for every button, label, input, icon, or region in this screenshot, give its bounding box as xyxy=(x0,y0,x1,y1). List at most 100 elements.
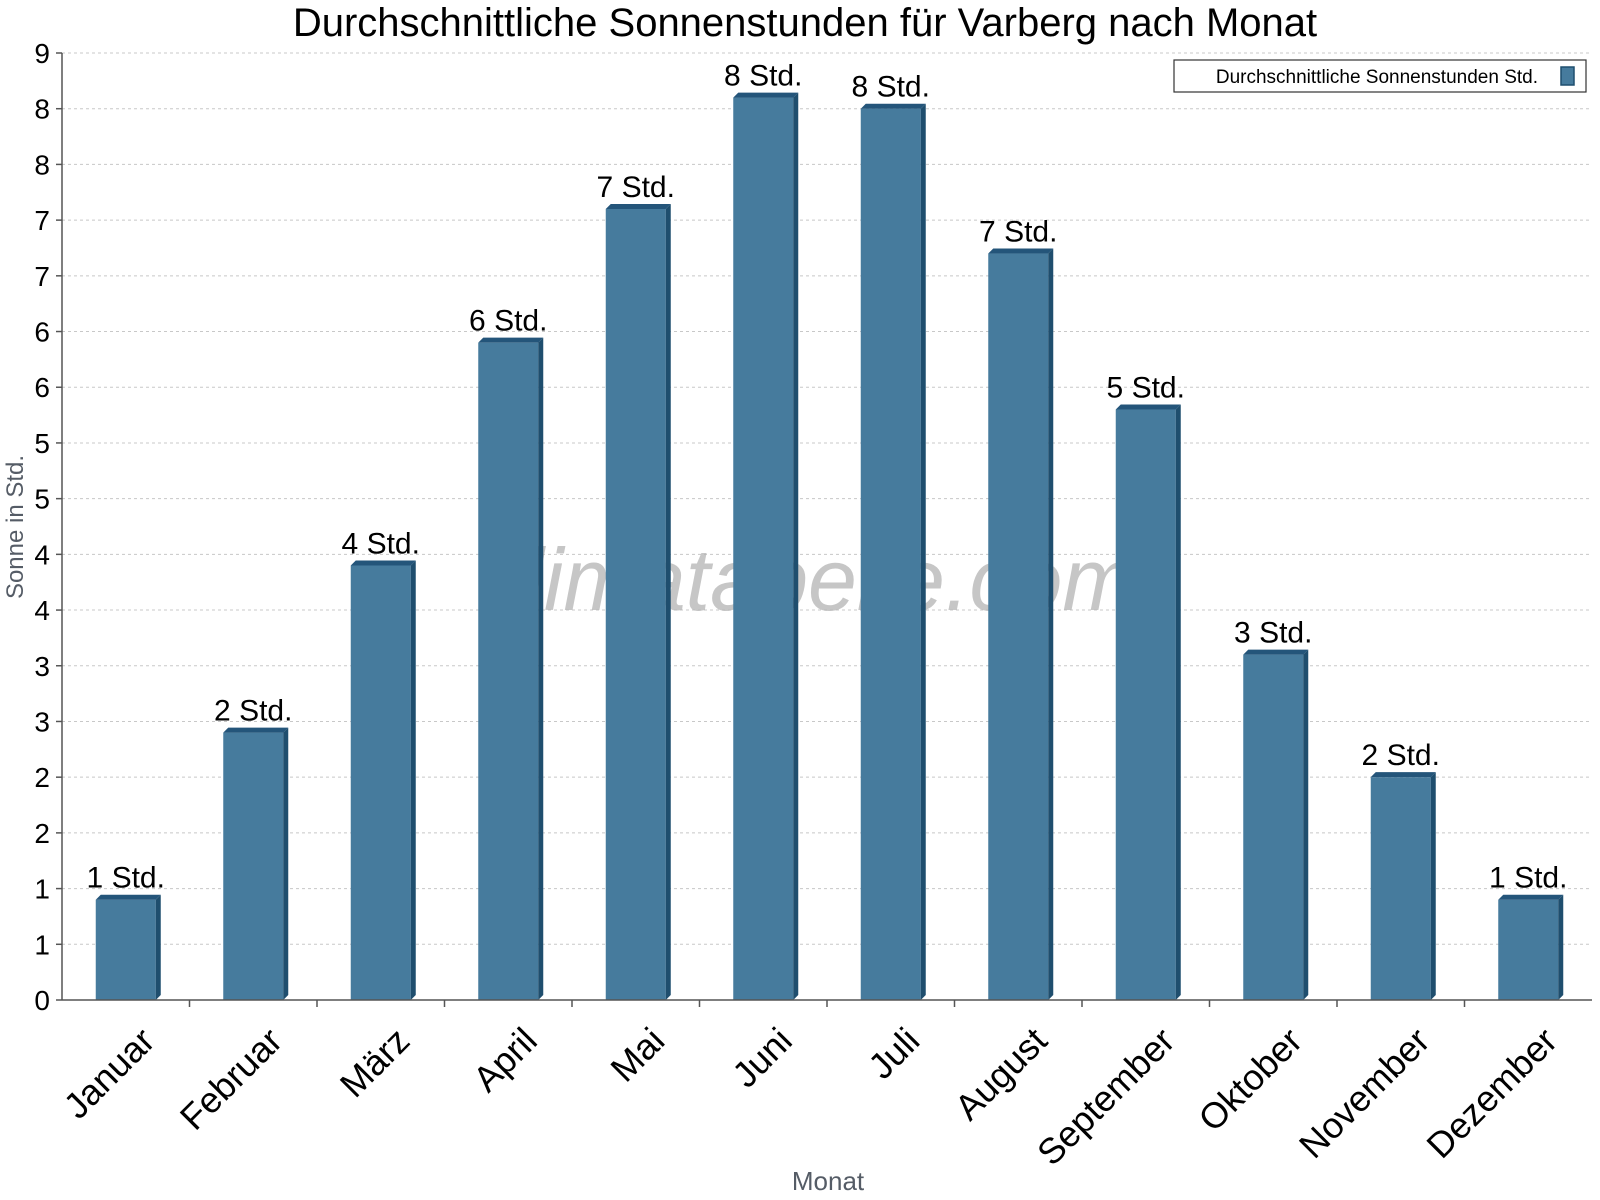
bar-2 xyxy=(223,727,289,1000)
data-label: 6 Std. xyxy=(469,305,547,338)
bar-side xyxy=(665,203,671,1001)
bar-top xyxy=(1370,772,1436,778)
bar-face xyxy=(988,253,1049,1000)
y-tick-label: 4 xyxy=(34,539,50,570)
y-tick-label: 5 xyxy=(34,428,50,459)
bar-face xyxy=(605,208,666,1001)
bar-top xyxy=(350,560,416,566)
bar-side xyxy=(538,337,544,1000)
data-label: 4 Std. xyxy=(342,527,420,560)
bar-top xyxy=(1115,404,1181,410)
chart-title: Durchschnittliche Sonnenstunden für Varb… xyxy=(293,1,1317,45)
y-tick-label: 2 xyxy=(34,762,50,793)
bar-side xyxy=(920,103,926,1001)
y-axis-title: Sonne in Std. xyxy=(2,455,29,599)
bar-face xyxy=(1115,409,1176,1000)
data-label: 1 Std. xyxy=(1489,862,1567,895)
y-tick-label: 2 xyxy=(34,818,50,849)
x-tick-label: Juni xyxy=(724,1020,800,1096)
y-tick-label: 4 xyxy=(34,595,50,626)
bar-face xyxy=(478,342,539,1000)
bar-top xyxy=(1243,649,1309,655)
bar-9 xyxy=(1115,404,1181,1000)
y-tick-label: 9 xyxy=(34,38,50,69)
x-tick-label: August xyxy=(947,1020,1055,1128)
bar-6 xyxy=(733,92,799,1001)
data-label: 8 Std. xyxy=(852,71,930,104)
data-label: 3 Std. xyxy=(1234,617,1312,650)
bar-top xyxy=(95,894,161,900)
y-tick-label: 3 xyxy=(34,651,50,682)
x-axis-title: Monat xyxy=(792,1166,865,1196)
bar-8 xyxy=(988,248,1054,1000)
bar-side xyxy=(410,560,416,1000)
bar-4 xyxy=(478,337,544,1000)
y-tick-label: 0 xyxy=(34,985,50,1016)
x-tick-label: Januar xyxy=(56,1020,163,1127)
x-tick-label: Juli xyxy=(860,1020,927,1087)
bar-top xyxy=(1498,894,1564,900)
grid-lines xyxy=(62,52,1592,945)
bar-top xyxy=(860,103,926,109)
bar-side xyxy=(283,727,289,1000)
legend-swatch xyxy=(1560,66,1575,86)
bar-side xyxy=(1430,772,1436,1000)
bar-1 xyxy=(95,894,161,1000)
data-label: 7 Std. xyxy=(979,216,1057,249)
y-axis-ticks: 0 1 1 2 2 3 3 4 4 5 5 6 6 7 7 8 8 9 xyxy=(34,38,62,1016)
bar-face xyxy=(95,899,156,1000)
data-label: 8 Std. xyxy=(724,60,802,93)
x-tick-label: November xyxy=(1291,1020,1437,1166)
legend-entry-label: Durchschnittliche Sonnenstunden Std. xyxy=(1216,67,1538,88)
bar-5 xyxy=(605,203,671,1001)
bar-side xyxy=(1048,248,1054,1000)
y-tick-label: 7 xyxy=(34,205,50,236)
data-label: 1 Std. xyxy=(87,862,165,895)
y-tick-label: 7 xyxy=(34,261,50,292)
bar-side xyxy=(155,894,161,1000)
x-axis-ticks: Januar Februar März April Mai Juni Juli AugustS… xyxy=(56,1000,1565,1173)
bar-side xyxy=(1303,649,1309,1000)
x-tick-label: September xyxy=(1029,1020,1183,1174)
x-tick-label: Februar xyxy=(172,1020,290,1138)
legend-box xyxy=(1173,59,1587,93)
x-tick-label: Oktober xyxy=(1190,1020,1310,1140)
y-tick-label: 6 xyxy=(34,372,50,403)
bar-face xyxy=(223,732,284,1000)
bar-11 xyxy=(1370,772,1436,1000)
y-tick-label: 5 xyxy=(34,484,50,515)
bar-face xyxy=(1370,777,1431,1000)
y-tick-label: 1 xyxy=(34,929,50,960)
x-tick-label: April xyxy=(465,1020,545,1100)
legend: Durchschnittliche Sonnenstunden Std. xyxy=(1173,59,1587,93)
bar-top xyxy=(478,337,544,343)
data-labels: 1 Std. 2 Std. 4 Std. 6 Std. 7 Std. 8 Std. 8 St… xyxy=(87,60,1568,895)
data-label: 5 Std. xyxy=(1107,372,1185,405)
bar-top xyxy=(605,203,671,209)
x-tick-label: Mai xyxy=(602,1020,672,1090)
bar-side xyxy=(1558,894,1564,1000)
bar-face xyxy=(350,565,411,1000)
x-tick-label: Dezember xyxy=(1418,1020,1564,1166)
data-label: 2 Std. xyxy=(1362,739,1440,772)
bar-10 xyxy=(1243,649,1309,1000)
y-tick-label: 1 xyxy=(34,874,50,905)
bar-12 xyxy=(1498,894,1564,1000)
bar-3 xyxy=(350,560,416,1000)
bar-7 xyxy=(860,103,926,1001)
bars xyxy=(95,92,1564,1001)
bar-face xyxy=(733,97,794,1001)
bar-face xyxy=(1498,899,1559,1000)
bar-face xyxy=(860,108,921,1001)
x-tick-label: März xyxy=(332,1020,418,1106)
data-label: 2 Std. xyxy=(214,695,292,728)
bar-side xyxy=(1175,404,1181,1000)
bar-top xyxy=(733,92,799,98)
data-label: 7 Std. xyxy=(597,171,675,204)
bar-top xyxy=(223,727,289,733)
bar-top xyxy=(988,248,1054,254)
bar-face xyxy=(1243,654,1304,1000)
y-tick-label: 8 xyxy=(34,94,50,125)
y-tick-label: 6 xyxy=(34,317,50,348)
